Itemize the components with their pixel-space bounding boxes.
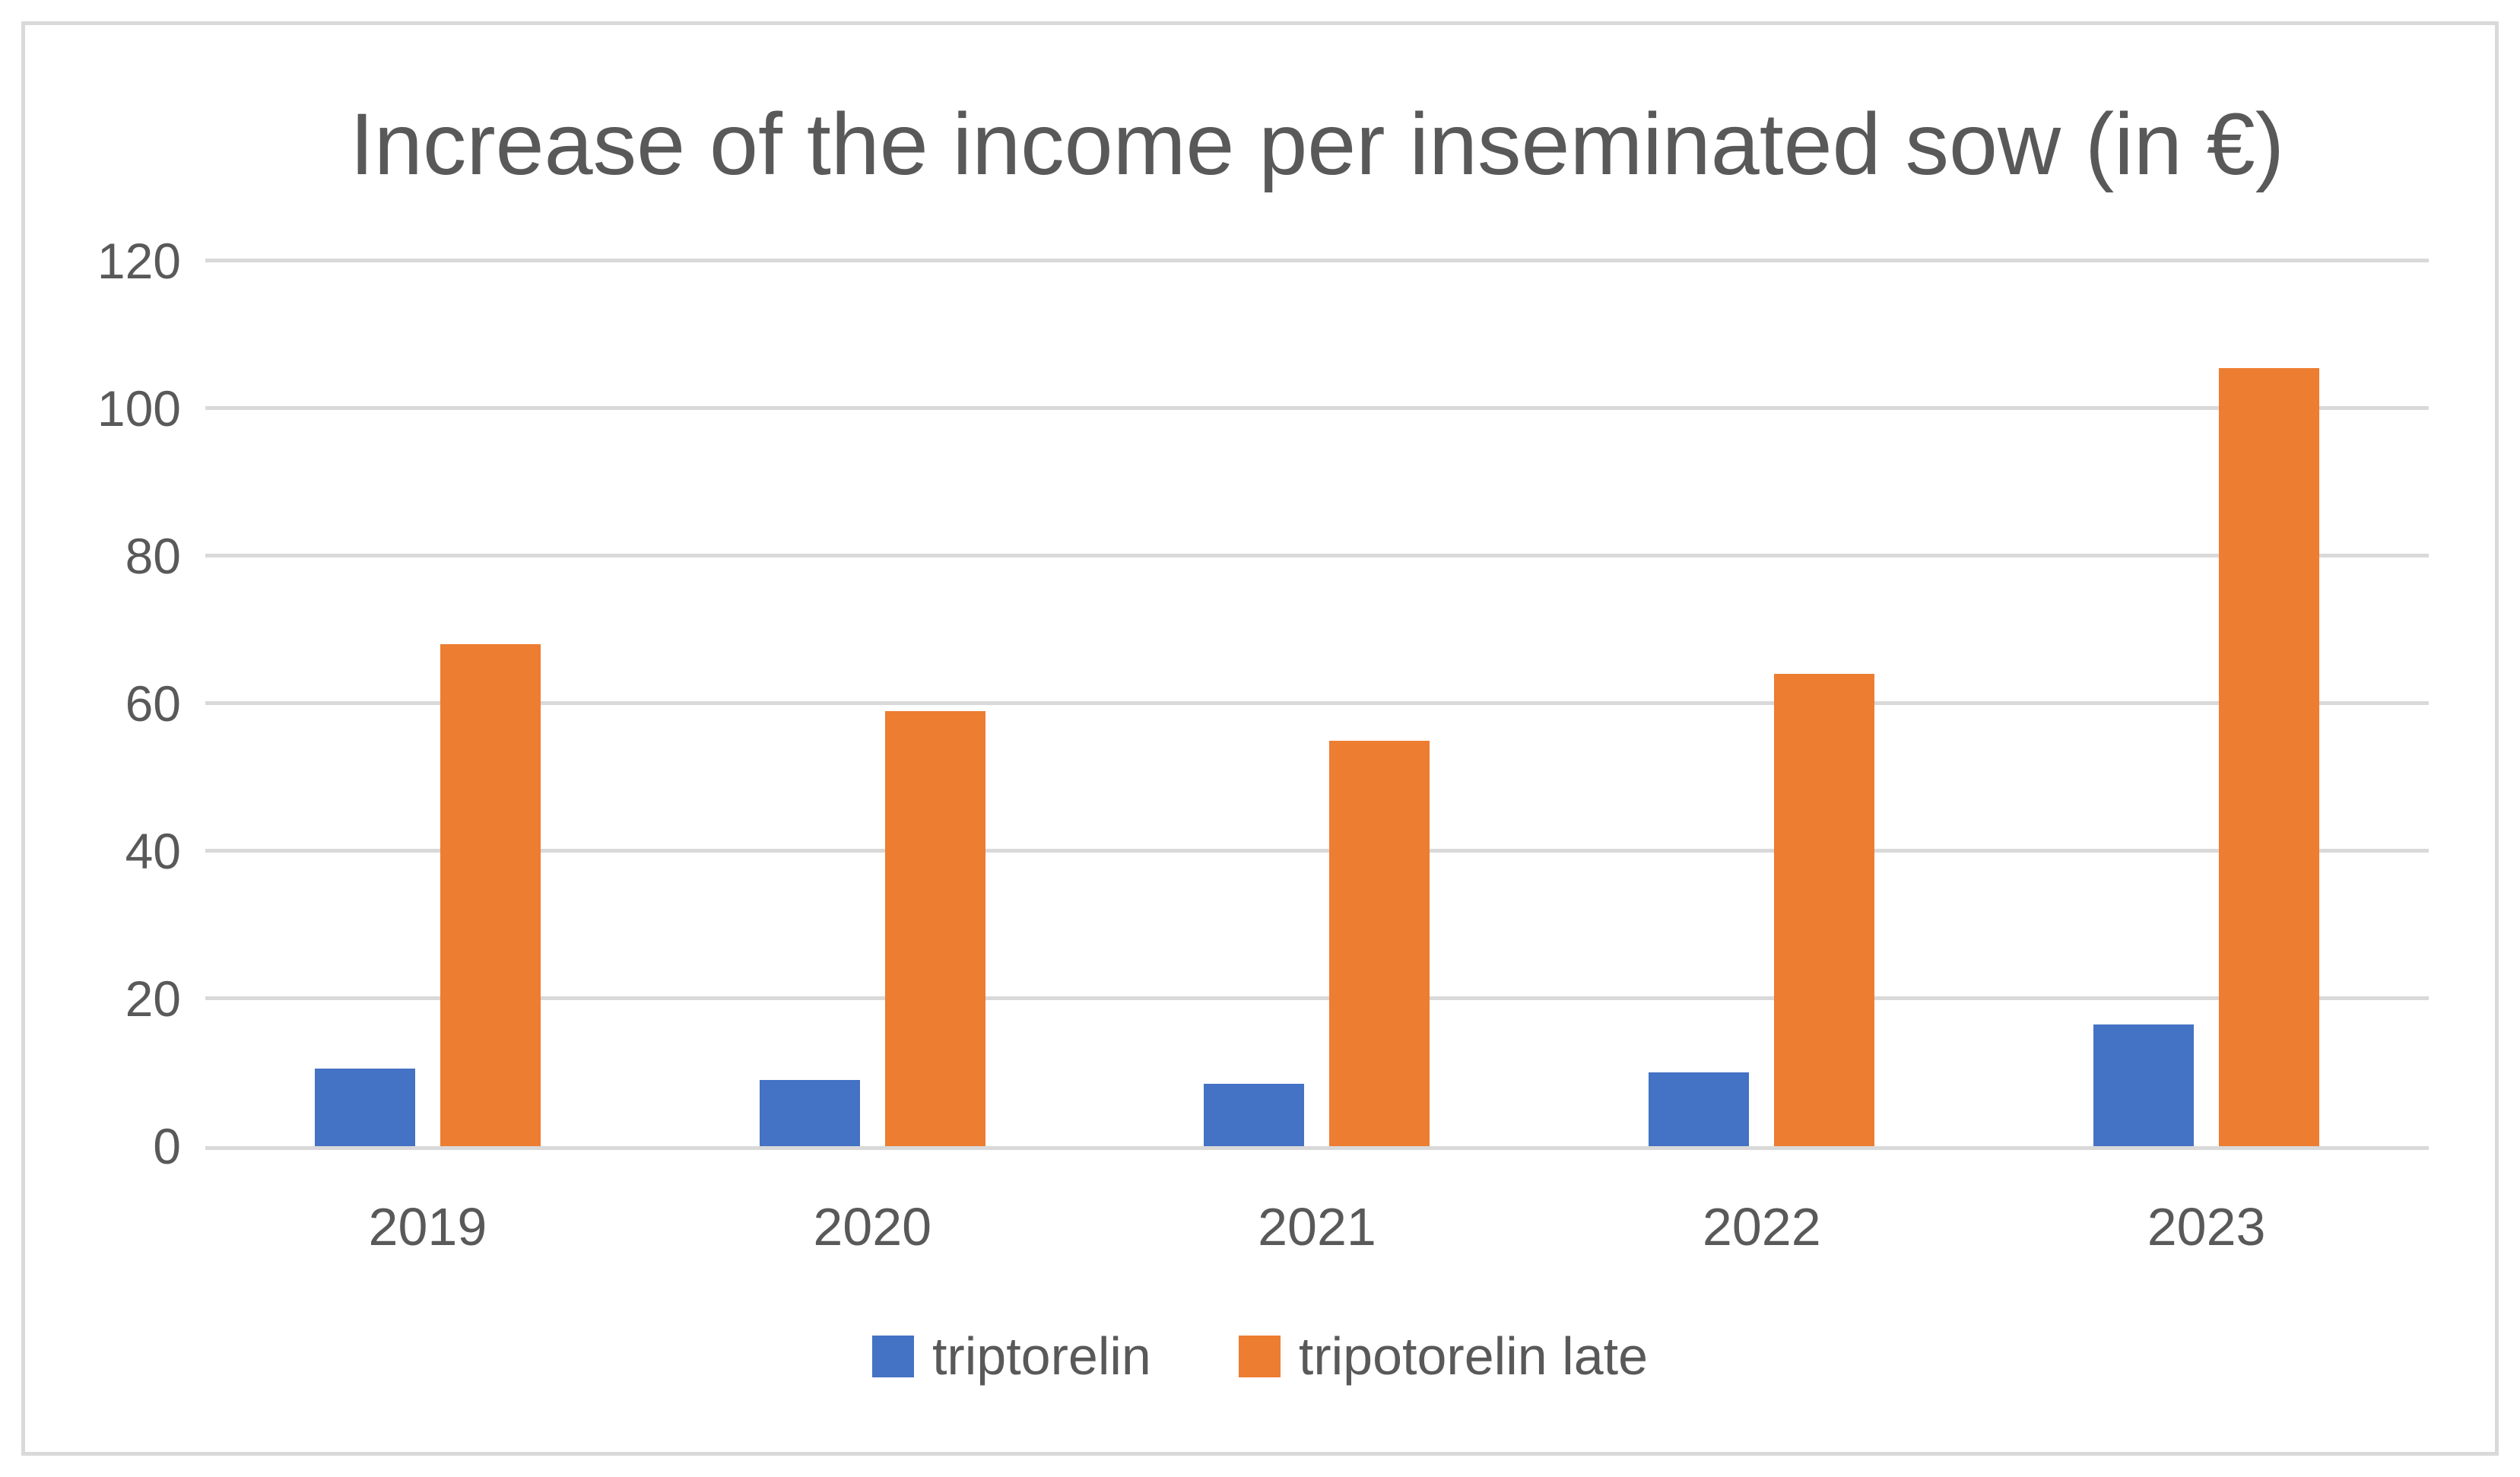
gridline-80 bbox=[205, 554, 2429, 557]
y-tick-label-0: 0 bbox=[153, 1118, 181, 1174]
bar-tripotorelin-late-2020 bbox=[884, 710, 985, 1146]
bar-group-2022 bbox=[1539, 261, 1984, 1146]
legend-swatch-icon bbox=[871, 1335, 914, 1377]
gridline-40 bbox=[205, 849, 2429, 853]
y-tick-label-40: 40 bbox=[125, 823, 181, 879]
chart-frame: Increase of the income per inseminated s… bbox=[21, 21, 2499, 1456]
bar-group-2021 bbox=[1095, 261, 1540, 1146]
bar-triptorelin-2021 bbox=[1204, 1083, 1305, 1146]
bar-tripotorelin-late-2023 bbox=[2219, 367, 2320, 1146]
bar-tripotorelin-late-2022 bbox=[1774, 674, 1875, 1146]
bars-layer bbox=[205, 261, 2429, 1146]
gridline-120 bbox=[205, 259, 2429, 262]
x-tick-label-2022: 2022 bbox=[1702, 1197, 1821, 1256]
y-tick-label-60: 60 bbox=[125, 675, 181, 732]
plot-area bbox=[205, 259, 2429, 1150]
legend-swatch-icon bbox=[1238, 1335, 1281, 1377]
bar-tripotorelin-late-2019 bbox=[440, 644, 541, 1146]
x-tick-label-2021: 2021 bbox=[1258, 1197, 1376, 1256]
y-tick-label-20: 20 bbox=[125, 970, 181, 1027]
y-tick-label-80: 80 bbox=[125, 528, 181, 584]
bar-triptorelin-2022 bbox=[1649, 1072, 1750, 1146]
chart-title: Increase of the income per inseminated s… bbox=[349, 96, 2285, 193]
bar-tripotorelin-late-2021 bbox=[1329, 740, 1430, 1146]
bar-group-2019 bbox=[205, 261, 650, 1146]
legend-label: tripotorelin late bbox=[1298, 1326, 1649, 1386]
x-tick-label-2020: 2020 bbox=[813, 1197, 932, 1256]
y-tick-label-100: 100 bbox=[97, 380, 181, 437]
x-axis: 2019 2020 2021 2022 2023 bbox=[205, 1196, 2429, 1257]
bar-group-2023 bbox=[1984, 261, 2429, 1146]
bar-triptorelin-2020 bbox=[759, 1079, 860, 1146]
gridline-100 bbox=[205, 406, 2429, 410]
bar-triptorelin-2019 bbox=[314, 1069, 415, 1146]
gridline-20 bbox=[205, 996, 2429, 1000]
legend-label: triptorelin bbox=[932, 1326, 1151, 1386]
y-axis: 0 20 40 60 80 100 120 bbox=[25, 233, 181, 1174]
gridline-60 bbox=[205, 701, 2429, 705]
bar-group-2020 bbox=[650, 261, 1095, 1146]
y-tick-label-120: 120 bbox=[97, 233, 181, 289]
x-tick-label-2023: 2023 bbox=[2147, 1197, 2266, 1256]
bar-triptorelin-2023 bbox=[2093, 1024, 2195, 1146]
legend: triptorelin tripotorelin late bbox=[25, 1326, 2495, 1386]
legend-item-tripotorelin-late: tripotorelin late bbox=[1238, 1326, 1649, 1386]
legend-item-triptorelin: triptorelin bbox=[871, 1326, 1151, 1386]
x-tick-label-2019: 2019 bbox=[368, 1197, 487, 1256]
